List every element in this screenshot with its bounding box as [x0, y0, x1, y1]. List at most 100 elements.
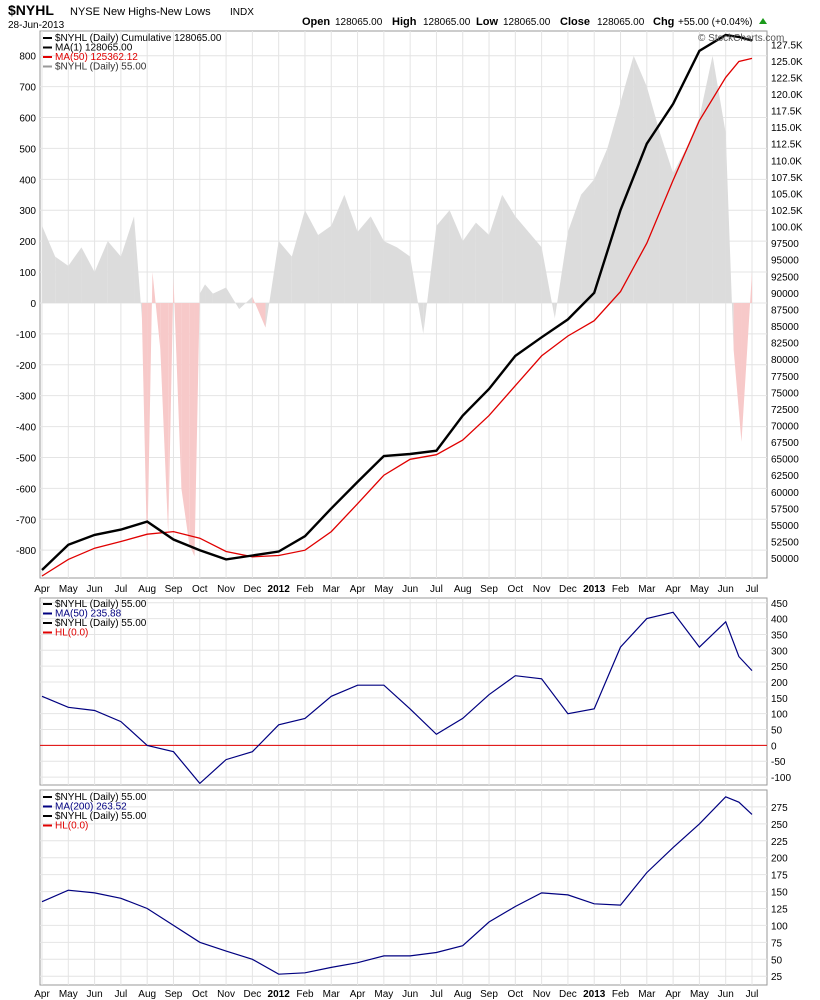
histogram-bar: [528, 231, 542, 303]
ma50-axis-tick: 200: [771, 678, 788, 689]
ma50-axis-tick: 50: [771, 726, 783, 737]
histogram-bar: [541, 247, 555, 319]
histogram-bar: [410, 256, 424, 334]
left-axis-tick: 200: [19, 237, 36, 248]
legends: $NYHL (Daily) Cumulative 128065.00MA(1) …: [43, 33, 222, 832]
x-tick-label: Apr: [34, 989, 50, 1000]
right-axis-tick: 60000: [771, 488, 799, 499]
histogram-bar: [699, 55, 713, 303]
x-tick-label: 2012: [268, 989, 291, 1000]
left-axis-tick: -500: [16, 453, 36, 464]
daily-histogram: [42, 55, 752, 557]
right-axis-tick: 117.5K: [771, 107, 802, 118]
right-axis-tick: 127.5K: [771, 40, 803, 51]
legend-entry: $NYHL (Daily) 55.00: [55, 599, 147, 610]
x-tick-label: Jun: [718, 584, 734, 595]
histogram-bar: [397, 247, 411, 303]
x-tick-label: Oct: [508, 989, 524, 1000]
histogram-bar: [607, 102, 621, 303]
histogram-bar: [147, 272, 153, 557]
right-axis-tick: 107.5K: [771, 173, 803, 184]
x-tick-label: Sep: [165, 584, 183, 595]
x-tick-label: Oct: [508, 584, 524, 595]
right-axis-tick: 72500: [771, 405, 799, 416]
left-axis-tick: 800: [19, 52, 36, 63]
x-tick-label: Aug: [138, 584, 156, 595]
ma200-axis-tick: 275: [771, 803, 788, 814]
histogram-bar: [344, 194, 358, 303]
x-tick-label: Aug: [454, 584, 472, 595]
x-tick-label: Feb: [612, 989, 630, 1000]
histogram-bar: [199, 284, 206, 303]
left-axis-tick: -700: [16, 515, 36, 526]
right-axis-tick: 115.0K: [771, 123, 802, 134]
histogram-bar: [554, 231, 568, 319]
histogram-bar: [194, 293, 200, 557]
ma200-axis-tick: 250: [771, 820, 788, 831]
x-tick-label: Jun: [402, 584, 418, 595]
histogram-bar: [205, 284, 213, 303]
right-axis-tick: 122.5K: [771, 73, 803, 84]
right-axis-tick: 50000: [771, 554, 799, 565]
x-tick-label: Dec: [243, 584, 261, 595]
histogram-bar: [646, 86, 660, 303]
histogram-bar: [741, 272, 752, 443]
left-axis-tick: 300: [19, 206, 36, 217]
histogram-bar: [725, 132, 734, 350]
ma50-axis-tick: 350: [771, 630, 788, 641]
histogram-bar: [423, 225, 437, 334]
x-tick-label: 2013: [583, 989, 606, 1000]
ma50-axis-tick: 250: [771, 662, 788, 673]
ma50-axis-tick: -100: [771, 773, 791, 784]
histogram-bar: [686, 117, 700, 303]
x-tick-label: May: [59, 584, 78, 595]
x-tick-label: May: [374, 989, 393, 1000]
x-tick-label: Mar: [638, 989, 656, 1000]
left-axis-tick: -200: [16, 361, 36, 372]
x-tick-label: Mar: [638, 584, 656, 595]
chg-label: Chg: [653, 16, 674, 28]
left-axis-tick: 0: [30, 299, 36, 310]
histogram-bar: [567, 194, 582, 303]
x-tick-label: 2013: [583, 584, 606, 595]
histogram-bar: [489, 194, 503, 303]
watermark: © StockCharts.com: [698, 33, 784, 44]
histogram-bar: [502, 194, 516, 303]
legend-entry: HL(0.0): [55, 628, 88, 639]
left-axis-tick: 400: [19, 175, 36, 186]
x-tick-label: Feb: [612, 584, 630, 595]
ma50-axis-tick: 100: [771, 710, 788, 721]
histogram-bar: [620, 55, 634, 303]
x-tick-label: May: [690, 584, 709, 595]
histogram-bar: [449, 210, 463, 303]
right-axis-tick: 95000: [771, 256, 799, 267]
right-axis-tick: 65000: [771, 455, 799, 466]
histogram-bar: [94, 241, 108, 303]
x-tick-label: Dec: [559, 584, 577, 595]
right-axis-tick: 90000: [771, 289, 799, 300]
right-axis-tick: 57500: [771, 504, 799, 515]
legend-entry: $NYHL (Daily) 55.00: [55, 618, 147, 629]
histogram-bar: [173, 278, 182, 489]
legend-entry: $NYHL (Daily) Cumulative 128065.00: [55, 33, 222, 44]
x-tick-label: Jun: [402, 989, 418, 1000]
low-label: Low: [476, 16, 498, 28]
right-axis-tick: 80000: [771, 355, 799, 366]
exchange-label: INDX: [230, 7, 254, 18]
x-tick-label: Jun: [718, 989, 734, 1000]
histogram-bar: [212, 287, 227, 303]
right-axis-tick: 70000: [771, 422, 799, 433]
x-tick-label: Feb: [296, 584, 314, 595]
legend-entry: MA(1) 128065.00: [55, 43, 133, 54]
x-tick-label: Apr: [350, 584, 366, 595]
right-axis-tick: 110.0K: [771, 156, 802, 167]
histogram-bar: [370, 216, 384, 303]
x-tick-label: Dec: [243, 989, 261, 1000]
right-axis-tick: 62500: [771, 471, 799, 482]
right-axis-tick: 77500: [771, 372, 799, 383]
x-tick-label: May: [374, 584, 393, 595]
axis-labels: Apr May Jun Jul Aug Sep Oct Nov Dec 2012 Feb Mar Apr…: [16, 40, 803, 1000]
ma50-axis-tick: 300: [771, 646, 788, 657]
symbol-label: $NYHL: [8, 2, 54, 18]
x-tick-label: Jul: [430, 584, 443, 595]
